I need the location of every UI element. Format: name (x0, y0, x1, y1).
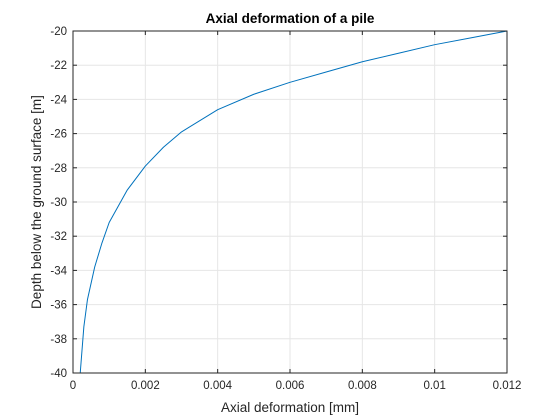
y-tick-label: -36 (50, 300, 67, 312)
y-tick-label: -28 (50, 163, 67, 175)
x-tick-label: 0 (70, 380, 76, 392)
y-tick-label: -38 (50, 334, 67, 346)
y-tick-label: -34 (50, 265, 67, 277)
x-axis-label: Axial deformation [mm] (221, 400, 359, 415)
y-axis-label: Depth below the ground surface [m] (29, 95, 44, 309)
x-tick-label: 0.01 (423, 380, 445, 392)
series-line (79, 30, 508, 374)
y-tick-label: -22 (50, 60, 67, 72)
y-tick-label: -20 (50, 26, 67, 38)
y-tick-label: -24 (50, 94, 67, 106)
x-tick-label: 0.006 (276, 380, 305, 392)
y-tick-label: -32 (50, 231, 67, 243)
x-tick-label: 0.002 (131, 380, 160, 392)
x-tick-label: 0.004 (203, 380, 232, 392)
chart-title: Axial deformation of a pile (206, 11, 375, 26)
y-tick-label: -30 (50, 197, 67, 209)
series-layer (79, 30, 508, 374)
x-tick-label: 0.008 (348, 380, 377, 392)
ticks: 0 0.002 0.004 0.006 0.008 0.01 0.012 -40 -38 -36 -… (50, 26, 521, 392)
y-tick-label: -40 (50, 368, 67, 380)
y-tick-label: -26 (50, 129, 67, 141)
x-tick-label: 0.012 (493, 380, 522, 392)
